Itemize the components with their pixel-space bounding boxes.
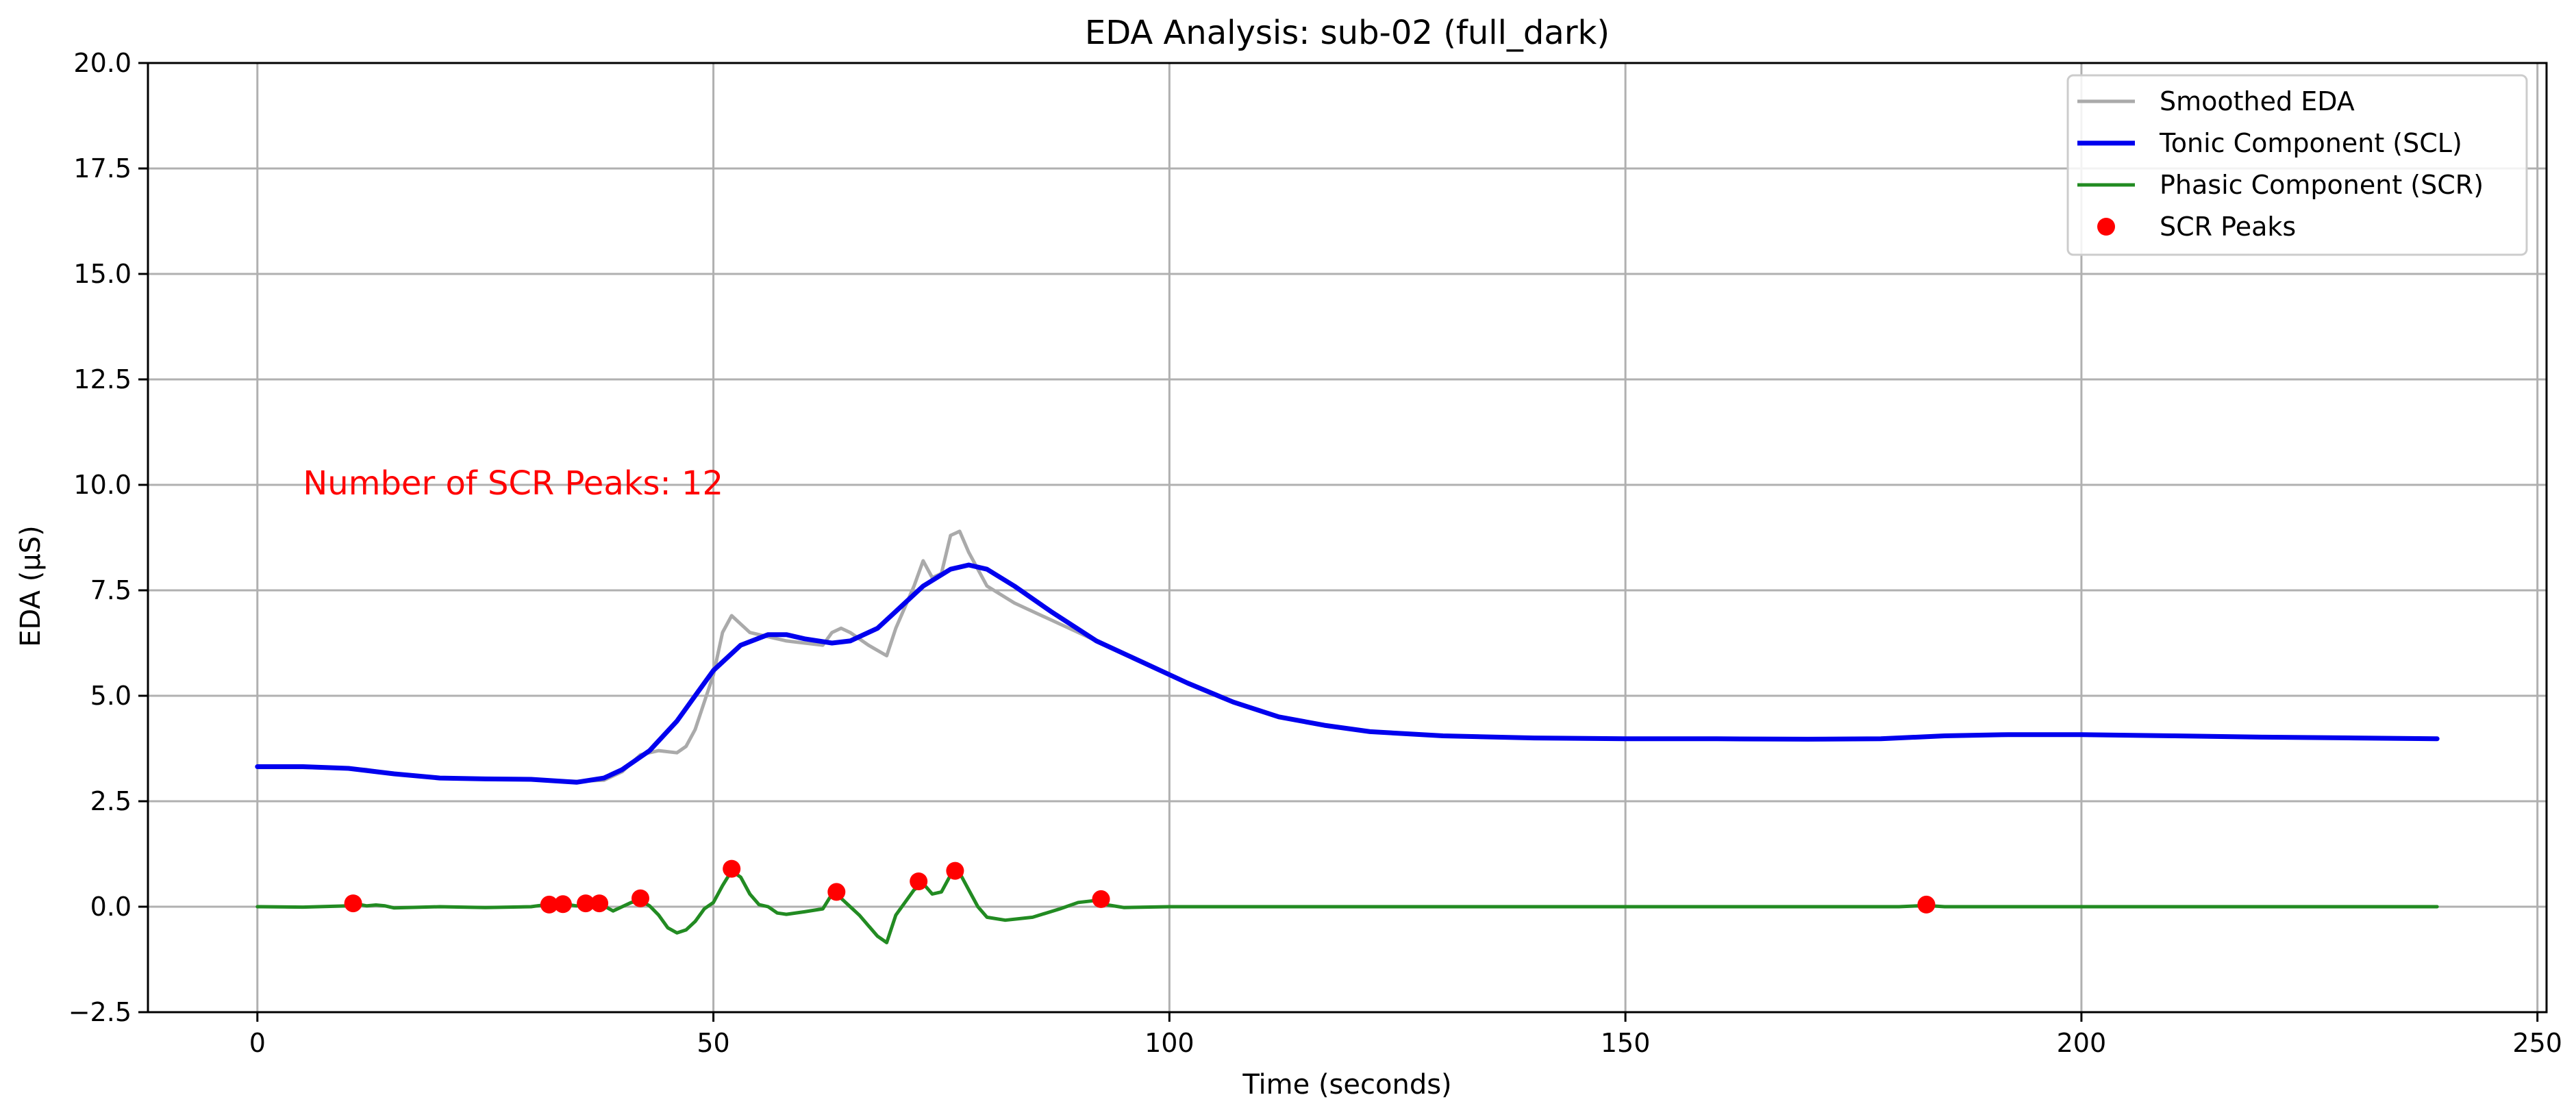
x-tick-label: 150 <box>1601 1028 1651 1058</box>
grid <box>148 62 2547 1014</box>
legend-box <box>2066 74 2528 256</box>
scr-peak-point <box>553 895 572 914</box>
y-tick-label: 10.0 <box>73 470 132 500</box>
plot-frame <box>147 62 2548 1014</box>
series-layer <box>255 529 2440 944</box>
legend: Smoothed EDA Tonic Component (SCL) Phasic … <box>2066 74 2528 256</box>
y-tick-label: −2.5 <box>68 997 132 1027</box>
y-tick-label: 20.0 <box>73 48 132 78</box>
scr-peak-point <box>827 883 846 901</box>
legend-swatch-scr-peaks <box>2097 218 2115 236</box>
y-tick-label: 0.0 <box>90 892 132 922</box>
y-tick-label: 7.5 <box>90 575 132 605</box>
scr-peak-point <box>590 894 609 913</box>
x-tick-label: 50 <box>697 1028 729 1058</box>
series-line-smoothed-eda <box>255 529 1099 783</box>
scr-peak-point <box>1092 890 1110 908</box>
legend-label-tonic-component-scl: Tonic Component (SCL) <box>2159 128 2462 158</box>
x-tick-label: 100 <box>1145 1028 1195 1058</box>
x-tick-label: 0 <box>249 1028 266 1058</box>
legend-label-phasic-component-scr: Phasic Component (SCR) <box>2160 170 2484 200</box>
y-tick-label: 15.0 <box>73 259 132 289</box>
y-tick-label: 17.5 <box>73 153 132 184</box>
chart-title: EDA Analysis: sub-02 (full_dark) <box>1085 14 1610 52</box>
y-axis-label: EDA (µS) <box>15 525 47 647</box>
y-tick-label: 2.5 <box>90 786 132 816</box>
scr-peak-point <box>1917 895 1936 914</box>
scr-peak-point <box>946 862 964 880</box>
x-tick-label: 250 <box>2512 1028 2562 1058</box>
scr-peak-point <box>540 895 558 914</box>
scr-peak-point <box>577 894 595 913</box>
scr-peak-point <box>632 889 649 907</box>
annotation-peaks: Number of SCR Peaks: 12 <box>303 464 723 503</box>
scr-peak-point <box>344 894 362 913</box>
ticks: 0 50 100 150 200 250 −2.5 0.0 2.5 5.0 7.5 10.0 12.5 1… <box>68 48 2562 1058</box>
legend-label-scr-peaks: SCR Peaks <box>2160 212 2296 242</box>
y-tick-label: 5.0 <box>90 681 132 711</box>
scr-peak-point <box>910 872 928 890</box>
legend-label-smoothed-eda: Smoothed EDA <box>2160 86 2355 116</box>
y-tick-label: 12.5 <box>73 364 132 394</box>
series-line-tonic-component-scl <box>255 562 2440 785</box>
x-tick-label: 200 <box>2057 1028 2107 1058</box>
x-axis-label: Time (seconds) <box>1242 1069 1451 1101</box>
scr-peak-point <box>723 859 741 878</box>
